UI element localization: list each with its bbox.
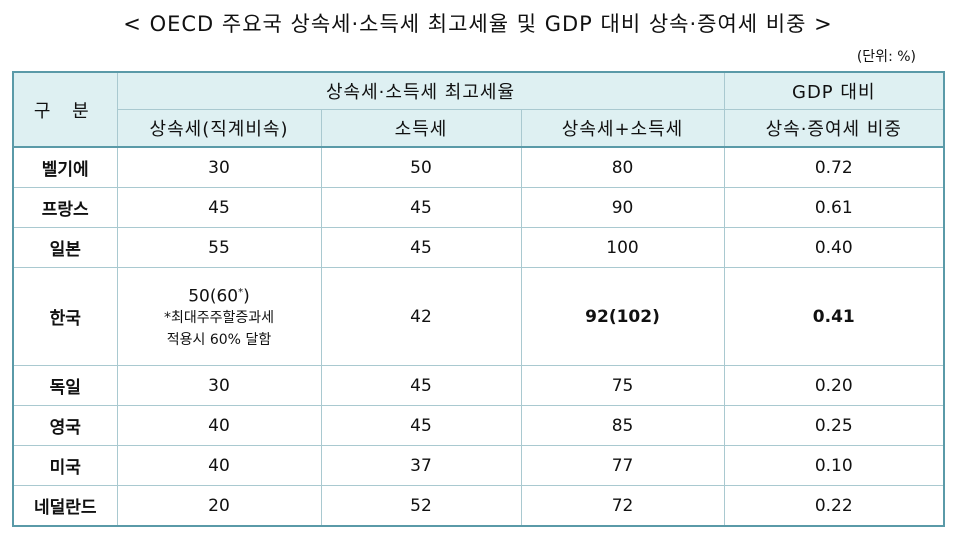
country-name: 프랑스 bbox=[12, 187, 118, 228]
combined-rate: 90 bbox=[520, 187, 725, 228]
inheritance-rate: 20 bbox=[116, 485, 322, 527]
inheritance-rate: 55 bbox=[116, 227, 322, 268]
gdp-share: 0.25 bbox=[723, 405, 945, 446]
country-name: 미국 bbox=[12, 445, 118, 486]
header-sum: 상속세+소득세 bbox=[520, 109, 725, 148]
gdp-share: 0.41 bbox=[723, 267, 945, 366]
gdp-share: 0.10 bbox=[723, 445, 945, 486]
combined-rate: 100 bbox=[520, 227, 725, 268]
country-name: 한국 bbox=[12, 267, 118, 366]
inheritance-rate-value: 50(60 bbox=[188, 286, 239, 307]
table-row: 프랑스 45 45 90 0.61 bbox=[12, 187, 945, 228]
income-rate: 42 bbox=[320, 267, 522, 366]
tax-rate-table: 구 분 상속세·소득세 최고세율 GDP 대비 상속세(직계비속) 소득세 상속… bbox=[12, 71, 946, 527]
inheritance-rate: 45 bbox=[116, 187, 322, 228]
income-rate: 37 bbox=[320, 445, 522, 486]
combined-rate: 72 bbox=[520, 485, 725, 527]
header-top-rate-group: 상속세·소득세 최고세율 bbox=[116, 71, 725, 110]
footnote-line: 적용시 60% 달함 bbox=[166, 332, 272, 349]
header-gdp-share: 상속·증여세 비중 bbox=[723, 109, 945, 148]
table-row: 영국 40 45 85 0.25 bbox=[12, 405, 945, 446]
combined-rate: 92(102) bbox=[520, 267, 725, 366]
income-rate: 45 bbox=[320, 405, 522, 446]
footnote-mark: * bbox=[238, 286, 244, 298]
footnote-line: *최대주주할증과세 bbox=[163, 310, 275, 327]
table-row: 한국 50(60*) *최대주주할증과세 적용시 60% 달함 42 92(10… bbox=[12, 267, 945, 366]
inheritance-rate: 40 bbox=[116, 445, 322, 486]
table-row: 독일 30 45 75 0.20 bbox=[12, 365, 945, 406]
income-rate: 45 bbox=[320, 365, 522, 406]
income-rate: 52 bbox=[320, 485, 522, 527]
header-category: 구 분 bbox=[12, 71, 118, 148]
gdp-share: 0.61 bbox=[723, 187, 945, 228]
inheritance-rate-cell: 50(60*) *최대주주할증과세 적용시 60% 달함 bbox=[116, 267, 322, 366]
combined-rate: 85 bbox=[520, 405, 725, 446]
inheritance-rate: 30 bbox=[116, 365, 322, 406]
header-gdp-group: GDP 대비 bbox=[723, 71, 945, 110]
combined-rate: 75 bbox=[520, 365, 725, 406]
country-name: 벨기에 bbox=[12, 146, 118, 188]
gdp-share: 0.22 bbox=[723, 485, 945, 527]
gdp-share: 0.72 bbox=[723, 146, 945, 188]
table-row: 네덜란드 20 52 72 0.22 bbox=[12, 485, 945, 527]
country-name: 독일 bbox=[12, 365, 118, 406]
gdp-share: 0.40 bbox=[723, 227, 945, 268]
country-name: 일본 bbox=[12, 227, 118, 268]
income-rate: 50 bbox=[320, 146, 522, 188]
country-name: 영국 bbox=[12, 405, 118, 446]
combined-rate: 80 bbox=[520, 146, 725, 188]
combined-rate: 77 bbox=[520, 445, 725, 486]
inheritance-rate: 40 bbox=[116, 405, 322, 446]
header-inheritance: 상속세(직계비속) bbox=[116, 109, 322, 148]
income-rate: 45 bbox=[320, 187, 522, 228]
table-row: 일본 55 45 100 0.40 bbox=[12, 227, 945, 268]
header-income: 소득세 bbox=[320, 109, 522, 148]
inheritance-rate-close: ) bbox=[243, 286, 250, 307]
country-name: 네덜란드 bbox=[12, 485, 118, 527]
table-row: 미국 40 37 77 0.10 bbox=[12, 445, 945, 486]
gdp-share: 0.20 bbox=[723, 365, 945, 406]
inheritance-rate: 50(60*) bbox=[118, 282, 320, 308]
page-title: < OECD 주요국 상속세·소득세 최고세율 및 GDP 대비 상속·증여세 … bbox=[123, 12, 833, 36]
income-rate: 45 bbox=[320, 227, 522, 268]
table-row: 벨기에 30 50 80 0.72 bbox=[12, 146, 945, 188]
inheritance-rate: 30 bbox=[116, 146, 322, 188]
unit-label: (단위: %) bbox=[856, 49, 916, 65]
